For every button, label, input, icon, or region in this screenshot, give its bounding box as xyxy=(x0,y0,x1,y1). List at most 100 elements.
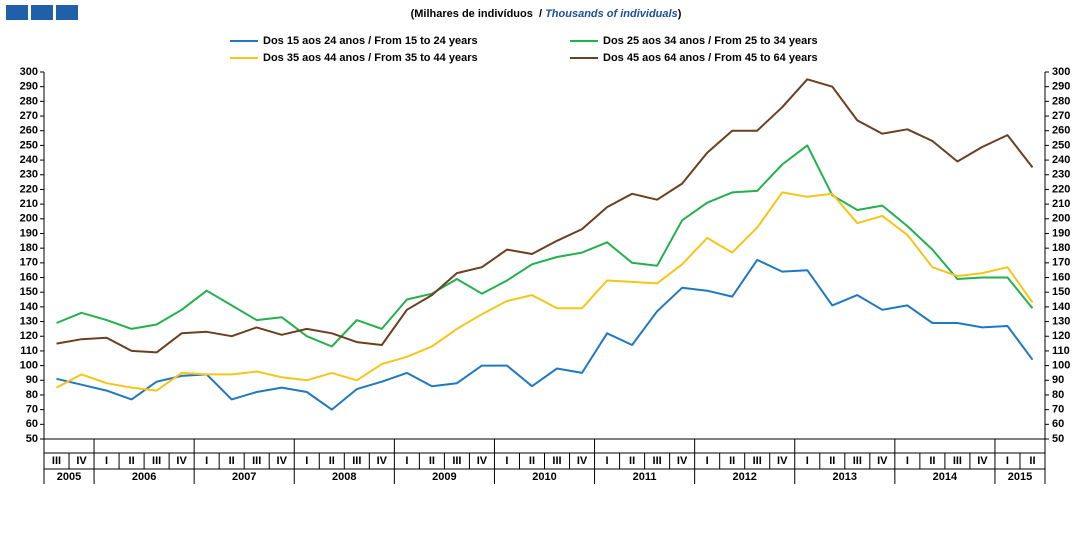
year-label: 2014 xyxy=(933,471,958,483)
y2-tick-label: 150 xyxy=(1052,286,1070,298)
x-tick-label: II xyxy=(229,455,235,467)
x-tick-label: I xyxy=(906,455,909,467)
y-tick-label: 180 xyxy=(20,242,38,254)
y2-tick-label: 160 xyxy=(1052,271,1070,283)
x-tick-label: III xyxy=(853,455,862,467)
series-line xyxy=(56,258,1034,411)
x-tick-label: IV xyxy=(577,455,588,467)
y2-tick-label: 50 xyxy=(1052,433,1064,445)
logo-block xyxy=(6,5,28,20)
year-label: 2012 xyxy=(732,471,756,483)
year-label: 2015 xyxy=(1008,471,1032,483)
y2-tick-label: 230 xyxy=(1052,169,1070,181)
year-label: 2013 xyxy=(833,471,857,483)
x-tick-label: I xyxy=(205,455,208,467)
x-tick-label: I xyxy=(1006,455,1009,467)
y2-tick-label: 110 xyxy=(1052,345,1070,357)
y2-tick-label: 120 xyxy=(1052,330,1070,342)
x-tick-label: II xyxy=(829,455,835,467)
x-tick-label: I xyxy=(806,455,809,467)
x-tick-label: IV xyxy=(677,455,688,467)
subtitle-close: ) xyxy=(678,8,682,20)
y-tick-label: 60 xyxy=(26,418,38,430)
y2-tick-label: 200 xyxy=(1052,213,1070,225)
x-tick-label: I xyxy=(505,455,508,467)
y-tick-label: 100 xyxy=(20,360,38,372)
y-tick-label: 240 xyxy=(20,154,38,166)
x-tick-label: I xyxy=(305,455,308,467)
x-tick-label: II xyxy=(529,455,535,467)
x-tick-label: IV xyxy=(877,455,888,467)
y-tick-label: 120 xyxy=(20,330,38,342)
y2-tick-label: 250 xyxy=(1052,139,1070,151)
x-tick-label: III xyxy=(152,455,161,467)
x-tick-label: II xyxy=(729,455,735,467)
x-tick-label: I xyxy=(105,455,108,467)
x-tick-label: III xyxy=(653,455,662,467)
y2-tick-label: 260 xyxy=(1052,125,1070,137)
y-tick-label: 90 xyxy=(26,374,38,386)
y-tick-label: 220 xyxy=(20,183,38,195)
x-tick-label: IV xyxy=(777,455,788,467)
y2-tick-label: 240 xyxy=(1052,154,1070,166)
logo-block xyxy=(31,5,53,20)
legend-label: Dos 15 aos 24 anos / From 15 to 24 years xyxy=(263,35,478,47)
y-tick-label: 290 xyxy=(20,81,38,93)
subtitle-en: Thousands of individuals xyxy=(545,8,678,20)
year-label: 2008 xyxy=(332,471,356,483)
y2-tick-label: 170 xyxy=(1052,257,1070,269)
year-label: 2006 xyxy=(132,471,156,483)
y-tick-label: 190 xyxy=(20,227,38,239)
y2-tick-label: 60 xyxy=(1052,418,1064,430)
x-tick-label: II xyxy=(629,455,635,467)
year-label: 2011 xyxy=(633,471,657,483)
y2-tick-label: 280 xyxy=(1052,95,1070,107)
series-line xyxy=(56,78,1034,354)
y2-tick-label: 90 xyxy=(1052,374,1064,386)
x-tick-label: II xyxy=(329,455,335,467)
year-label: 2009 xyxy=(432,471,456,483)
y-tick-label: 280 xyxy=(20,95,38,107)
x-tick-label: IV xyxy=(277,455,288,467)
y-tick-label: 80 xyxy=(26,389,38,401)
y2-tick-label: 210 xyxy=(1052,198,1070,210)
x-tick-label: III xyxy=(452,455,461,467)
x-tick-label: I xyxy=(606,455,609,467)
x-tick-label: III xyxy=(352,455,361,467)
y2-tick-label: 180 xyxy=(1052,242,1070,254)
legend-label: Dos 25 aos 34 anos / From 25 to 34 years xyxy=(603,35,818,47)
x-tick-label: II xyxy=(429,455,435,467)
y2-tick-label: 290 xyxy=(1052,81,1070,93)
x-tick-label: III xyxy=(753,455,762,467)
y-tick-label: 260 xyxy=(20,125,38,137)
y2-tick-label: 300 xyxy=(1052,66,1070,78)
y-tick-label: 140 xyxy=(20,301,38,313)
y2-tick-label: 70 xyxy=(1052,404,1064,416)
y-tick-label: 200 xyxy=(20,213,38,225)
y-tick-label: 300 xyxy=(20,66,38,78)
y-tick-label: 160 xyxy=(20,271,38,283)
series-line xyxy=(56,191,1034,392)
x-tick-label: IV xyxy=(477,455,488,467)
year-label: 2005 xyxy=(57,471,81,483)
subtitle-pt: (Milhares de indivíduos / xyxy=(411,8,545,20)
x-tick-label: IV xyxy=(377,455,388,467)
y-tick-label: 130 xyxy=(20,315,38,327)
legend-label: Dos 35 aos 44 anos / From 35 to 44 years xyxy=(263,52,478,64)
y2-tick-label: 270 xyxy=(1052,110,1070,122)
x-tick-label: I xyxy=(405,455,408,467)
year-label: 2010 xyxy=(532,471,556,483)
y-tick-label: 210 xyxy=(20,198,38,210)
x-tick-label: IV xyxy=(176,455,187,467)
x-tick-label: I xyxy=(706,455,709,467)
year-label: 2007 xyxy=(232,471,256,483)
x-tick-label: III xyxy=(552,455,561,467)
logo-block xyxy=(56,5,78,20)
y-tick-label: 150 xyxy=(20,286,38,298)
y2-tick-label: 140 xyxy=(1052,301,1070,313)
subtitle: (Milhares de indivíduos / Thousands of i… xyxy=(411,8,682,20)
y-tick-label: 70 xyxy=(26,404,38,416)
x-tick-label: II xyxy=(929,455,935,467)
x-tick-label: III xyxy=(52,455,61,467)
